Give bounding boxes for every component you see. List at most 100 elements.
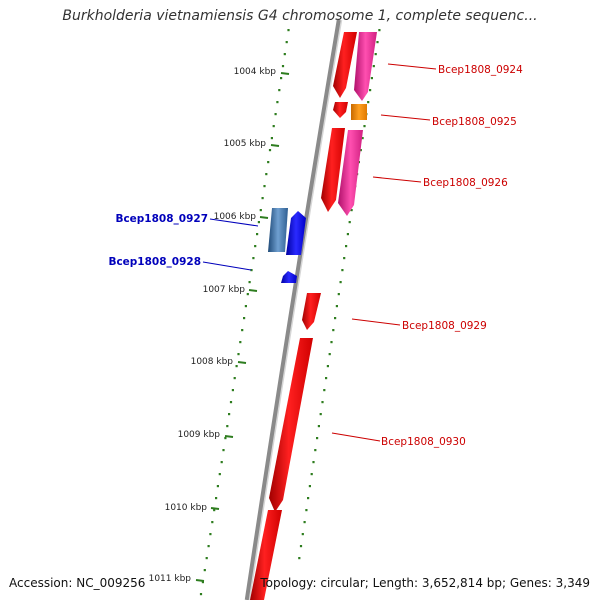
gene-feature-0931[interactable]	[250, 510, 282, 600]
guide-dot	[216, 485, 219, 488]
gene-label-0928[interactable]: Bcep1808_0928	[108, 256, 201, 268]
guide-dot	[215, 497, 218, 500]
guide-dot	[343, 257, 346, 260]
leader-0926	[372, 176, 422, 183]
leader-0930	[331, 432, 381, 442]
kbp-label-1004: 1004 kbp	[234, 67, 277, 77]
guide-dot	[285, 41, 288, 44]
guide-dot	[261, 197, 264, 200]
guide-dot	[220, 461, 223, 464]
guide-dot	[268, 149, 272, 152]
guide-dot	[224, 437, 227, 440]
guide-dot	[256, 233, 259, 236]
guide-dot	[316, 437, 319, 440]
guide-dot	[281, 65, 285, 68]
guide-dot	[239, 341, 242, 344]
guide-dot	[299, 545, 303, 548]
guide-dot	[325, 377, 328, 380]
guide-dot	[259, 209, 262, 212]
kbp-tick-1009	[224, 435, 234, 438]
gene-label-0925[interactable]: Bcep1808_0925	[432, 116, 517, 128]
guide-dot	[229, 401, 233, 404]
kbp-label-1011: 1011 kbp	[149, 574, 192, 584]
guide-dot	[317, 425, 320, 428]
leader-0924	[387, 63, 437, 70]
map-title: Burkholderia vietnamiensis G4 chromosome…	[62, 8, 538, 24]
kbp-tick-1004	[280, 72, 290, 75]
gene-feature-0928[interactable]	[281, 271, 297, 283]
guide-dot	[276, 101, 279, 104]
guide-dot	[308, 485, 311, 488]
guide-dot	[326, 365, 329, 368]
gene-label-0930[interactable]: Bcep1808_0930	[381, 436, 466, 448]
kbp-label-1007: 1007 kbp	[203, 285, 246, 295]
track-guide-dots	[199, 29, 381, 596]
guide-dot	[252, 257, 255, 260]
guide-dot	[233, 377, 236, 380]
accession-text: Accession: NC_009256	[9, 576, 146, 590]
guide-dot	[280, 77, 283, 80]
guide-dot	[205, 557, 208, 560]
gene-label-0926[interactable]: Bcep1808_0926	[423, 177, 508, 189]
guide-dot	[231, 389, 234, 392]
gene-feature-0924-b[interactable]	[354, 32, 377, 101]
guide-dot	[303, 521, 306, 524]
guide-dot	[287, 29, 290, 32]
gene-feature-0926[interactable]	[338, 130, 363, 216]
guide-dot	[307, 497, 310, 500]
guide-dot	[378, 29, 381, 32]
label-leaders	[202, 63, 437, 442]
guide-dot	[263, 185, 266, 188]
kbp-scale: 1004 kbp 1005 kbp 1006 kbp 1007 kbp 1008…	[149, 67, 290, 584]
guide-dot	[376, 41, 379, 44]
gene-feature-0924-c[interactable]	[333, 102, 348, 118]
guide-dot	[372, 65, 375, 68]
guide-dot	[241, 329, 244, 332]
chromosome-backbone	[244, 19, 342, 600]
guide-dot	[367, 101, 370, 104]
gene-features	[250, 32, 377, 600]
gene-feature-0930[interactable]	[269, 338, 313, 512]
guide-dot	[218, 473, 221, 476]
gene-feature-0925[interactable]	[351, 104, 367, 120]
gene-feature-0929[interactable]	[302, 293, 321, 330]
guide-dot	[339, 281, 342, 284]
gene-label-0927[interactable]: Bcep1808_0927	[115, 213, 208, 225]
guide-dot	[332, 329, 335, 332]
gene-label-0929[interactable]: Bcep1808_0929	[402, 320, 487, 332]
gene-feature-0927-b[interactable]	[286, 211, 306, 255]
guide-dot	[250, 269, 253, 272]
guide-dot	[209, 533, 212, 536]
guide-dot	[323, 389, 326, 392]
gene-feature-0924[interactable]	[333, 32, 357, 98]
guide-dot	[350, 209, 353, 212]
guide-dot	[361, 137, 364, 140]
guide-dot	[226, 425, 229, 428]
guide-dot	[374, 53, 377, 56]
guide-dot	[248, 281, 251, 284]
leader-0928	[202, 261, 252, 271]
guide-dot	[328, 353, 331, 356]
guide-dot	[243, 317, 246, 320]
guide-dot	[359, 149, 362, 152]
leader-0927	[209, 218, 259, 227]
guide-dot	[334, 317, 337, 320]
guide-dot	[201, 581, 204, 584]
gene-labels: Bcep1808_0924 Bcep1808_0925 Bcep1808_092…	[108, 64, 523, 448]
kbp-tick-1008	[237, 361, 247, 364]
guide-dot	[272, 125, 275, 128]
guide-dot	[207, 545, 210, 548]
guide-dot	[321, 401, 324, 404]
guide-dot	[337, 293, 340, 296]
guide-dot	[237, 353, 240, 356]
guide-dot	[222, 449, 225, 452]
gene-label-0924[interactable]: Bcep1808_0924	[438, 64, 523, 76]
guide-dot	[310, 473, 313, 476]
guide-dot	[257, 221, 260, 224]
gene-feature-0927[interactable]	[268, 208, 288, 252]
guide-dot	[369, 89, 372, 92]
guide-dot	[312, 461, 315, 464]
gene-feature-0926-a[interactable]	[321, 128, 345, 212]
guide-dot	[319, 413, 322, 416]
